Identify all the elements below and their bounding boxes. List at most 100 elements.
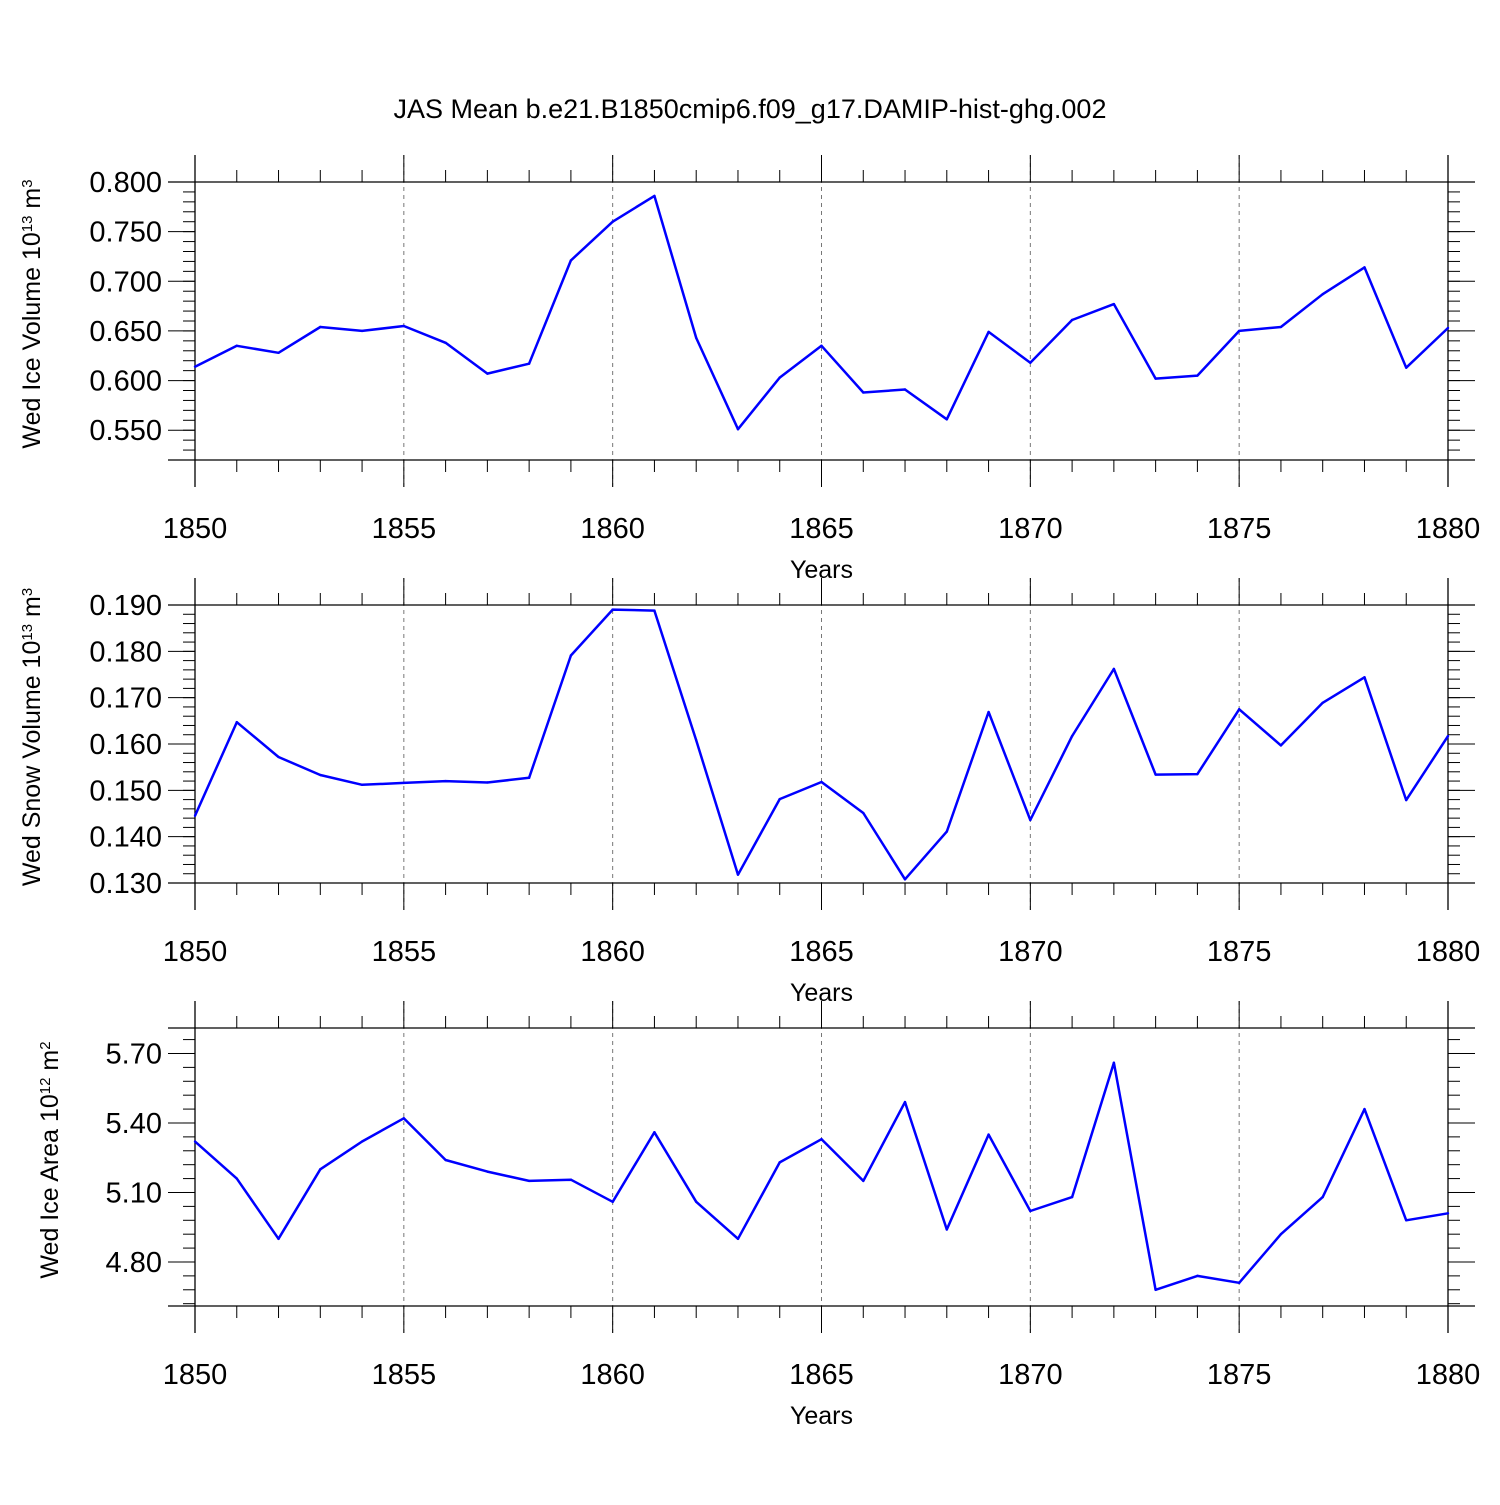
data-point <box>903 1100 907 1104</box>
series-line <box>194 1061 1449 1292</box>
y-tick-label: 0.750 <box>89 217 162 249</box>
x-tick-label: 1860 <box>580 513 645 545</box>
data-point <box>945 1228 948 1231</box>
data-point <box>1029 1209 1032 1213</box>
data-point <box>277 1237 280 1241</box>
data-point <box>360 783 364 786</box>
data-point <box>778 376 781 379</box>
x-tick-label: 1875 <box>1207 1359 1272 1391</box>
data-point <box>1196 1274 1199 1278</box>
data-point <box>1446 1212 1450 1215</box>
data-point <box>1237 1281 1241 1285</box>
x-tick-label: 1875 <box>1207 513 1272 545</box>
data-point <box>1070 1195 1074 1199</box>
data-point <box>1070 734 1074 738</box>
data-point <box>1070 318 1074 322</box>
data-point <box>1154 1288 1157 1291</box>
data-point <box>1321 701 1324 704</box>
y-tick-label: 0.170 <box>89 683 162 715</box>
data-point <box>1237 708 1241 711</box>
y-tick-label: 0.190 <box>89 590 162 622</box>
x-tick-label: 1875 <box>1207 936 1272 968</box>
x-tick-label: 1850 <box>163 936 228 968</box>
x-tick-label: 1850 <box>163 513 228 545</box>
data-point <box>193 365 197 368</box>
x-tick-label: 1865 <box>789 513 854 545</box>
y-tick-label: 0.140 <box>89 822 162 854</box>
panel-1: 0.550 0.600 0.650 0.700 0.750 0.800 1850 1855 18… <box>18 155 1480 584</box>
data-point <box>1405 366 1408 369</box>
data-point <box>778 797 781 801</box>
data-point <box>486 781 489 784</box>
data-point <box>1112 667 1116 671</box>
y-tick-label: 0.160 <box>89 729 162 761</box>
data-point <box>1237 329 1241 333</box>
data-point <box>527 1179 531 1183</box>
data-point <box>945 830 948 833</box>
data-point <box>1363 266 1366 269</box>
data-point <box>1112 302 1116 306</box>
data-point <box>862 391 865 394</box>
data-point <box>1112 1061 1116 1064</box>
data-point <box>1321 1195 1324 1199</box>
x-tick-label: 1880 <box>1416 513 1481 545</box>
data-point <box>193 1140 197 1143</box>
data-point <box>903 388 907 391</box>
data-point <box>1196 772 1199 776</box>
x-axis-title: Years <box>790 1402 853 1430</box>
data-point <box>695 336 698 340</box>
data-point <box>1196 374 1199 377</box>
y-axis-title: Wed Ice Area 1012 m2 <box>36 1041 64 1278</box>
data-point <box>1363 1107 1366 1111</box>
data-point <box>486 372 489 375</box>
data-point <box>402 324 406 328</box>
data-point <box>235 344 238 348</box>
y-tick-label: 4.80 <box>106 1247 162 1279</box>
data-point <box>319 325 322 329</box>
x-tick-label: 1880 <box>1416 1359 1481 1391</box>
data-point <box>277 755 280 759</box>
data-point <box>611 220 614 223</box>
data-point <box>527 776 531 780</box>
data-point <box>1279 325 1283 329</box>
data-point <box>1405 1219 1408 1222</box>
data-point <box>1279 1232 1283 1236</box>
x-tick-label: 1860 <box>580 1359 645 1391</box>
y-tick-label: 0.800 <box>89 167 162 199</box>
data-point <box>235 721 238 724</box>
data-point <box>277 351 280 354</box>
data-point <box>653 194 656 198</box>
data-point <box>1154 377 1157 380</box>
data-point <box>862 811 865 815</box>
x-tick-label: 1865 <box>789 1359 854 1391</box>
data-point <box>611 608 614 611</box>
data-point <box>235 1177 238 1180</box>
panel-3: 4.80 5.10 5.40 5.70 1850 1855 1860 1865 1870 1875… <box>36 1001 1480 1430</box>
data-point <box>778 1161 781 1164</box>
data-point <box>695 739 698 742</box>
data-point <box>1405 798 1408 802</box>
y-tick-label: 5.40 <box>106 1108 162 1140</box>
x-tick-label: 1860 <box>580 936 645 968</box>
x-tick-label: 1870 <box>998 936 1063 968</box>
x-tick-label: 1870 <box>998 1359 1063 1391</box>
data-point <box>360 329 364 333</box>
x-tick-label: 1850 <box>163 1359 228 1391</box>
chart-title: JAS Mean b.e21.B1850cmip6.f09_g17.DAMIP-… <box>394 94 1107 124</box>
data-point <box>444 779 447 783</box>
x-tick-label: 1855 <box>372 1359 437 1391</box>
data-point <box>736 873 740 876</box>
y-tick-label: 0.150 <box>89 775 162 807</box>
data-point <box>820 780 823 784</box>
data-point <box>820 344 823 348</box>
y-axis-title: Wed Snow Volume 1013 m3 <box>18 588 46 886</box>
data-point <box>1029 361 1032 364</box>
data-point <box>987 1133 990 1136</box>
data-point <box>653 609 656 612</box>
data-point <box>1279 744 1283 747</box>
data-point <box>1446 326 1450 330</box>
data-point <box>987 330 990 334</box>
data-point <box>1154 773 1157 776</box>
y-tick-label: 0.650 <box>89 316 162 348</box>
data-point <box>527 362 531 365</box>
